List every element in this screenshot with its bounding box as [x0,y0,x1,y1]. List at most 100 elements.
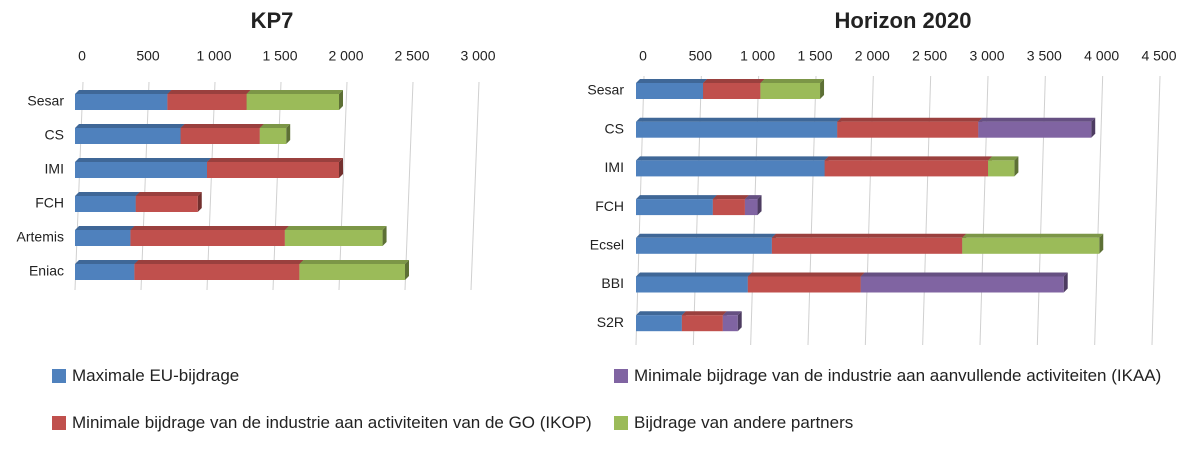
bar-top [75,192,140,196]
chart-title: KP7 [251,8,294,33]
x-tick-label: 1 500 [262,48,297,64]
bar-side [339,90,343,110]
grid-line [272,81,282,291]
bar [771,237,963,254]
bar-top [180,124,264,128]
bar [744,199,758,216]
x-tick-label: 2 000 [328,48,363,64]
grid-line [74,81,84,291]
y-tick-label: Sesar [27,93,64,109]
bar-side [1063,272,1068,293]
bar [636,315,682,332]
bar [860,276,1064,293]
y-tick-label: Sesar [587,82,624,98]
grid-line [140,81,150,291]
x-tick-label: 2 500 [394,48,429,64]
bar-side [382,226,387,246]
bar [75,94,168,110]
legend-swatch [614,369,628,383]
bar-top [681,311,727,316]
bar-top [771,233,967,238]
bar-top [636,195,717,200]
bar [703,83,761,99]
bar-side [1014,156,1019,177]
y-tick-label: FCH [595,198,624,214]
bar-top [75,124,185,128]
bar-side [820,79,825,99]
bar [134,264,300,280]
bar-top [636,156,829,161]
x-tick-label: 2 000 [855,48,890,64]
bar-side [405,260,409,280]
bar-side [1099,233,1104,254]
charts: KP7 0 500 1 000 1 500 2 000 2 500 3 000 Sesar CS I… [17,8,1177,346]
x-tick-label: 4 000 [1084,48,1119,64]
y-tick-label: CS [605,120,624,136]
bar [636,276,748,293]
legend-label: Maximale EU-bijdrage [72,366,240,385]
bar-top [722,311,742,316]
bar-top [636,272,752,277]
x-tick-label: 3 000 [460,48,495,64]
bar-top [75,90,172,94]
legend-label: Minimale bijdrage van de industrie aan a… [72,413,592,432]
bar [978,121,1092,138]
bar-top [988,156,1019,161]
legend-swatch [52,369,66,383]
legend-label: Bijdrage van andere partners [634,413,854,432]
x-tick-label: 1 000 [196,48,231,64]
bar-top [636,233,776,238]
bar [712,199,745,216]
bar [299,264,405,280]
bar-top [636,117,842,122]
grid-line [1151,75,1161,346]
x-tick-label: 1 500 [797,48,832,64]
bar-top [134,260,304,264]
bar [760,83,821,99]
x-tick-label: 0 [78,48,86,64]
x-tick-label: 4 500 [1141,48,1176,64]
bar-top [75,226,135,230]
bar [259,128,287,144]
y-tick-label: Ecsel [590,237,624,253]
bar-top [636,79,708,83]
grid-line [1036,75,1046,346]
bar [246,94,339,110]
x-tick-label: 500 [689,48,713,64]
bar-side [757,195,762,216]
grid-line [1094,75,1104,346]
bar [135,196,198,212]
bar [636,83,704,99]
grid-line [470,81,480,291]
grid-line [979,75,989,346]
bar-side [1091,117,1096,138]
bar-top [167,90,251,94]
bar-top [860,272,1068,277]
bar-top [962,233,1104,238]
bar-top [703,79,765,83]
grid-line [404,81,414,291]
bar [837,121,979,138]
x-tick-label: 2 500 [912,48,947,64]
bar-top [130,226,289,230]
bar-top [837,117,983,122]
bar [284,230,383,246]
bar [75,230,131,246]
y-tick-label: Eniac [29,263,64,279]
bar [636,121,838,138]
bar [180,128,260,144]
bar [207,162,339,178]
bar-top [135,192,202,196]
bar [722,315,738,332]
bar [167,94,247,110]
bar-top [246,90,343,94]
bar-top [636,311,686,316]
bar [681,315,723,332]
bar [75,196,136,212]
bar-top [259,124,291,128]
grid-line [807,75,817,346]
bar-side [339,158,343,178]
grid-line [206,81,216,291]
y-tick-label: IMI [45,161,64,177]
x-tick-label: 3 000 [969,48,1004,64]
